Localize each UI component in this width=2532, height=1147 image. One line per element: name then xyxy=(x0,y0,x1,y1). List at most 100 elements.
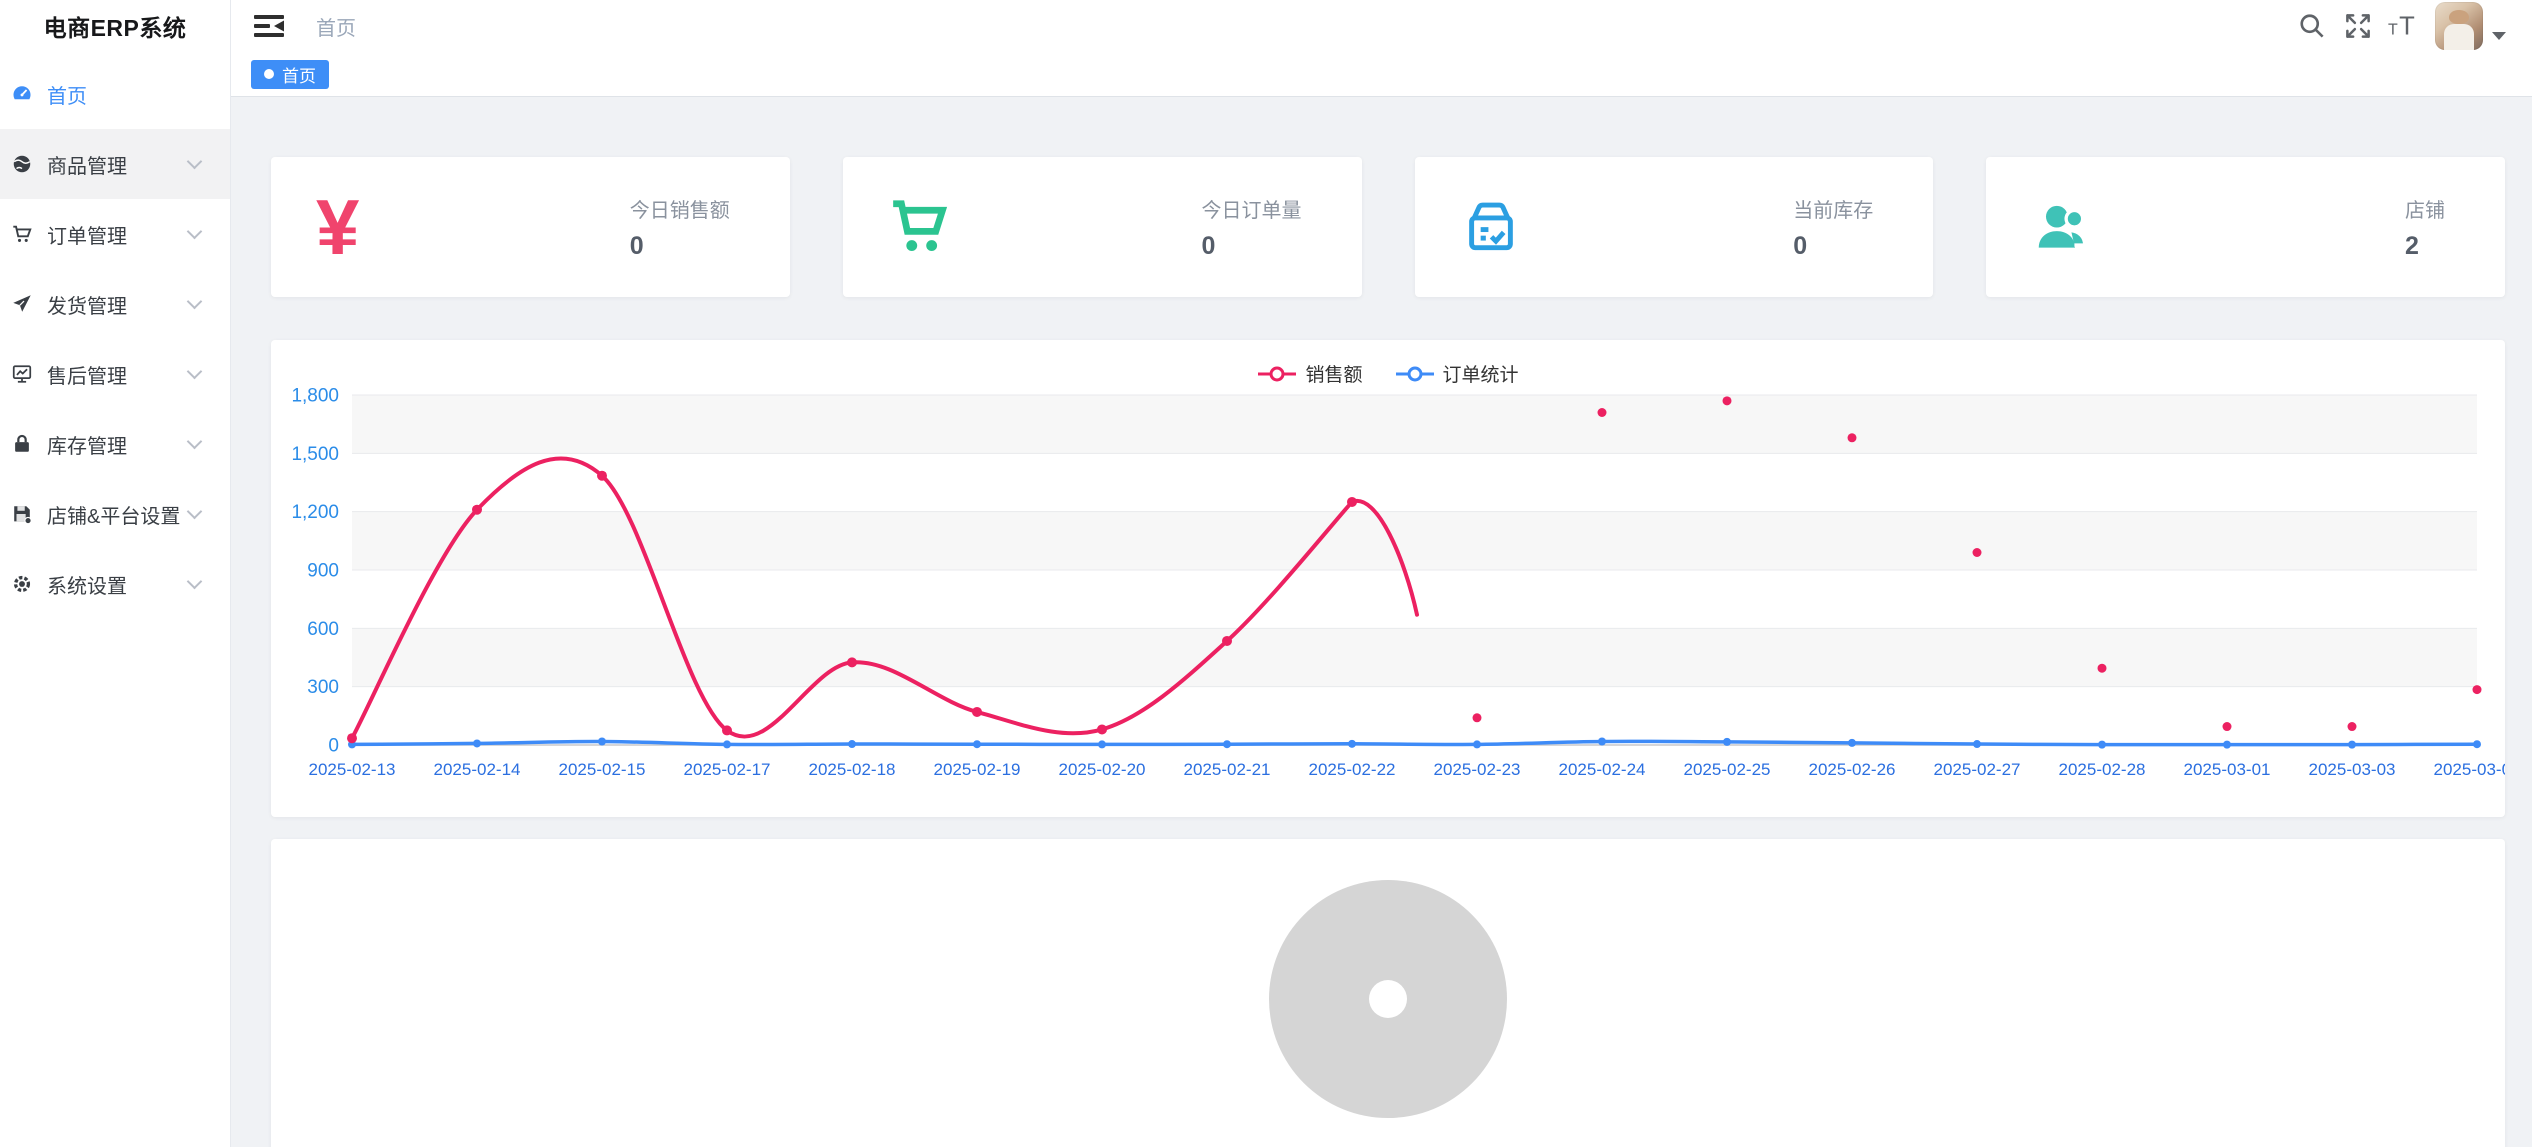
line-chart: 1,800 1,500 1,200 900 600 300 0 2025-02-13 2025-… xyxy=(291,386,2505,780)
svg-text:2025-03-01: 2025-03-01 xyxy=(2184,760,2271,779)
svg-text:2025-02-24: 2025-02-24 xyxy=(1559,760,1646,779)
stat-card-row: ¥ 今日销售额 0 今日订单量 0 当前库存 0 店铺 2 xyxy=(271,157,2505,297)
chart-legend: 销售额 订单统计 xyxy=(271,360,2505,387)
sidebar-item-home[interactable]: 首页 xyxy=(0,59,230,129)
svg-text:2025-02-21: 2025-02-21 xyxy=(1184,760,1271,779)
caret-down-icon[interactable] xyxy=(2492,32,2506,40)
svg-text:2025-02-22: 2025-02-22 xyxy=(1309,760,1396,779)
font-size-icon[interactable]: T T xyxy=(2387,9,2421,43)
legend-item-sales[interactable]: 销售额 xyxy=(1257,360,1363,387)
empty-donut-placeholder xyxy=(1269,880,1507,1118)
pie-chart-card xyxy=(271,839,2505,1147)
stat-card-shops: 店铺 2 xyxy=(1986,157,2505,297)
users-icon xyxy=(2031,196,2093,258)
stat-card-value: 0 xyxy=(1201,231,1216,260)
sidebar-item-label: 订单管理 xyxy=(47,225,127,248)
svg-text:2025-02-18: 2025-02-18 xyxy=(809,760,896,779)
fullscreen-icon[interactable] xyxy=(2341,9,2375,43)
sidebar-item-label: 售后管理 xyxy=(47,365,127,388)
svg-text:0: 0 xyxy=(328,736,339,757)
svg-text:2025-03-04: 2025-03-04 xyxy=(2434,760,2505,779)
stat-card-today-sales: ¥ 今日销售额 0 xyxy=(271,157,790,297)
main-column: 首页 T T xyxy=(231,0,2532,1147)
svg-text:2025-02-28: 2025-02-28 xyxy=(2059,760,2146,779)
svg-text:600: 600 xyxy=(307,619,339,640)
stat-card-label: 店铺 xyxy=(2405,199,2445,222)
sidebar-item-orders[interactable]: 订单管理 xyxy=(0,199,230,269)
inventory-box-icon xyxy=(1460,196,1522,258)
legend-item-orders[interactable]: 订单统计 xyxy=(1395,360,1519,387)
svg-text:2025-02-27: 2025-02-27 xyxy=(1934,760,2021,779)
svg-text:300: 300 xyxy=(307,677,339,698)
svg-text:T: T xyxy=(2399,13,2415,41)
avatar[interactable] xyxy=(2435,2,2483,50)
tab-bar: 首页 xyxy=(231,52,2532,97)
search-icon[interactable] xyxy=(2295,9,2329,43)
sales-orders-chart-card: 1,800 1,500 1,200 900 600 300 0 2025-02-13 2025-… xyxy=(271,340,2505,817)
chevron-down-icon xyxy=(186,223,203,240)
legend-marker-icon xyxy=(1395,366,1434,381)
collapse-menu-icon[interactable] xyxy=(252,9,286,43)
dashboard-content: ¥ 今日销售额 0 今日订单量 0 当前库存 0 店铺 2 xyxy=(231,97,2532,1147)
gear-icon xyxy=(10,572,34,596)
sidebar-item-products[interactable]: 商品管理 xyxy=(0,129,230,199)
stat-card-value: 0 xyxy=(1793,231,1808,260)
svg-text:1,200: 1,200 xyxy=(291,502,339,523)
svg-text:2025-02-13: 2025-02-13 xyxy=(309,760,396,779)
sidebar-item-label: 首页 xyxy=(47,85,87,108)
stat-card-label: 今日订单量 xyxy=(1201,199,1302,222)
stat-card-label: 当前库存 xyxy=(1793,199,1874,222)
sidebar-item-inventory[interactable]: 库存管理 xyxy=(0,409,230,479)
sidebar-item-label: 发货管理 xyxy=(47,295,127,318)
svg-text:2025-02-17: 2025-02-17 xyxy=(684,760,771,779)
stat-card-label: 今日销售额 xyxy=(629,199,730,222)
sidebar-menu: 首页 商品管理 订单管理 发货管理 售后管理 库存管理 xyxy=(0,59,230,619)
floppy-gear-icon xyxy=(10,502,34,526)
legend-marker-icon xyxy=(1258,366,1297,381)
sidebar-item-aftersales[interactable]: 售后管理 xyxy=(0,339,230,409)
globe-icon xyxy=(10,152,34,176)
sidebar-item-label: 商品管理 xyxy=(47,155,127,178)
svg-text:900: 900 xyxy=(307,561,339,582)
tab-active-dot xyxy=(264,69,274,79)
svg-text:1,800: 1,800 xyxy=(291,386,339,407)
monitor-chart-icon xyxy=(10,362,34,386)
tab-home[interactable]: 首页 xyxy=(251,59,329,89)
sidebar-item-label: 系统设置 xyxy=(47,575,127,598)
svg-text:2025-02-26: 2025-02-26 xyxy=(1809,760,1896,779)
yen-icon: ¥ xyxy=(316,183,360,271)
dashboard-icon xyxy=(10,82,34,106)
svg-text:2025-02-19: 2025-02-19 xyxy=(934,760,1021,779)
send-icon xyxy=(10,292,34,316)
svg-text:T: T xyxy=(2388,22,2398,39)
stat-card-today-orders: 今日订单量 0 xyxy=(842,157,1362,297)
svg-text:2025-02-20: 2025-02-20 xyxy=(1059,760,1146,779)
svg-text:2025-02-25: 2025-02-25 xyxy=(1684,760,1771,779)
sidebar-item-system-settings[interactable]: 系统设置 xyxy=(0,549,230,619)
sidebar-item-shop-settings[interactable]: 店铺&平台设置 xyxy=(0,479,230,549)
tab-label: 首页 xyxy=(282,66,316,86)
stat-card-value: 2 xyxy=(2405,231,2419,260)
sidebar-item-label: 库存管理 xyxy=(47,435,127,458)
breadcrumb: 首页 xyxy=(316,17,356,40)
chevron-down-icon xyxy=(186,433,203,450)
legend-label: 订单统计 xyxy=(1442,365,1519,386)
sidebar-item-label: 店铺&平台设置 xyxy=(47,505,181,528)
cart-stat-icon xyxy=(888,196,950,258)
app-title: 电商ERP系统 xyxy=(43,15,187,41)
chevron-down-icon xyxy=(186,293,203,310)
svg-text:2025-02-15: 2025-02-15 xyxy=(559,760,646,779)
stat-card-current-stock: 当前库存 0 xyxy=(1414,157,1934,297)
topbar: 首页 T T xyxy=(231,0,2532,52)
lock-icon xyxy=(10,432,34,456)
chevron-down-icon xyxy=(186,363,203,380)
svg-text:2025-03-03: 2025-03-03 xyxy=(2309,760,2396,779)
chevron-down-icon xyxy=(186,503,203,520)
legend-label: 销售额 xyxy=(1305,365,1363,386)
sidebar: 电商ERP系统 首页 商品管理 订单管理 发货管理 售后管理 库存管理 xyxy=(0,0,231,1147)
chevron-down-icon xyxy=(186,573,203,590)
chevron-down-icon xyxy=(186,153,203,170)
sidebar-item-shipping[interactable]: 发货管理 xyxy=(0,269,230,339)
svg-text:2025-02-14: 2025-02-14 xyxy=(434,760,521,779)
